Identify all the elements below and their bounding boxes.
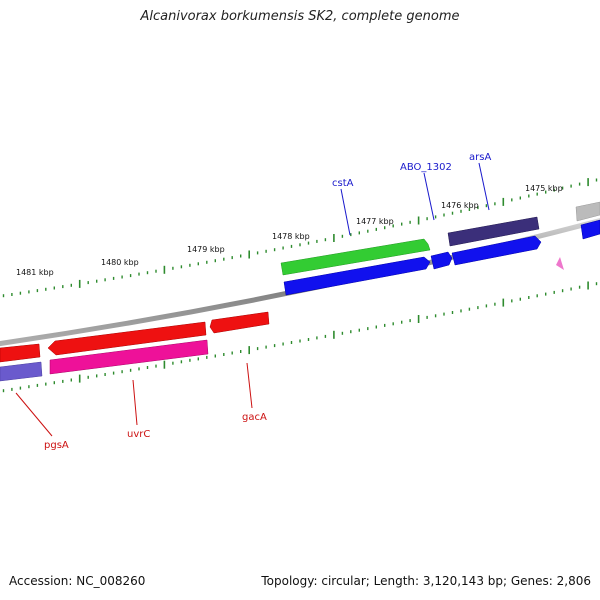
inner-tick-track bbox=[2, 281, 598, 393]
gene-feature-pink-long[interactable] bbox=[49, 339, 209, 375]
gene-label-gacA: gacA bbox=[242, 412, 267, 423]
gene-feature-gacA[interactable] bbox=[209, 311, 270, 334]
gene-label-ABO_1302: ABO_1302 bbox=[400, 162, 452, 173]
tick-label-1478: 1478 kbp bbox=[272, 232, 310, 241]
leader-line-uvrC bbox=[132, 379, 138, 426]
gene-feature-uvrC[interactable] bbox=[47, 321, 207, 356]
tick-label-1475: 1475 kbp bbox=[525, 184, 563, 193]
tick-label-1477: 1477 kbp bbox=[356, 217, 394, 226]
map-title: Alcanivorax borkumensis SK2, complete ge… bbox=[140, 9, 460, 24]
accession-text: Accession: NC_008260 bbox=[9, 574, 146, 588]
gene-feature-grey-right[interactable] bbox=[575, 201, 600, 222]
leader-line-arsA bbox=[478, 162, 490, 211]
tick-label-1481: 1481 kbp bbox=[16, 268, 54, 277]
tick-label-1479: 1479 kbp bbox=[187, 245, 225, 254]
gene-label-cstA: cstA bbox=[332, 178, 354, 189]
tick-label-1476: 1476 kbp bbox=[441, 201, 479, 210]
gene-feature-pgsA[interactable] bbox=[0, 343, 41, 363]
leader-line-pgsA bbox=[15, 392, 53, 437]
gene-feature-purple-left[interactable] bbox=[0, 361, 43, 382]
gene-feature-blue-far-right[interactable] bbox=[580, 219, 600, 240]
genome-summary-text: Topology: circular; Length: 3,120,143 bp… bbox=[261, 574, 591, 588]
tick-label-1480: 1480 kbp bbox=[101, 258, 139, 267]
gene-feature-blue-right[interactable] bbox=[451, 235, 542, 266]
gene-label-arsA: arsA bbox=[469, 152, 491, 163]
gene-label-uvrC: uvrC bbox=[127, 429, 150, 440]
leader-line-gacA bbox=[246, 362, 253, 409]
gene-feature-arsA[interactable] bbox=[447, 216, 540, 247]
gene-feature-blue-long[interactable] bbox=[283, 256, 431, 296]
outer-tick-track bbox=[2, 178, 598, 298]
gene-feature-pink-marker[interactable] bbox=[556, 257, 564, 270]
gene-feature-ABO_1302[interactable] bbox=[430, 251, 453, 270]
gene-label-pgsA: pgsA bbox=[44, 440, 69, 451]
gene-feature-cstA[interactable] bbox=[280, 238, 431, 276]
leader-line-cstA bbox=[340, 188, 351, 236]
leader-line-ABO_1302 bbox=[423, 172, 435, 221]
